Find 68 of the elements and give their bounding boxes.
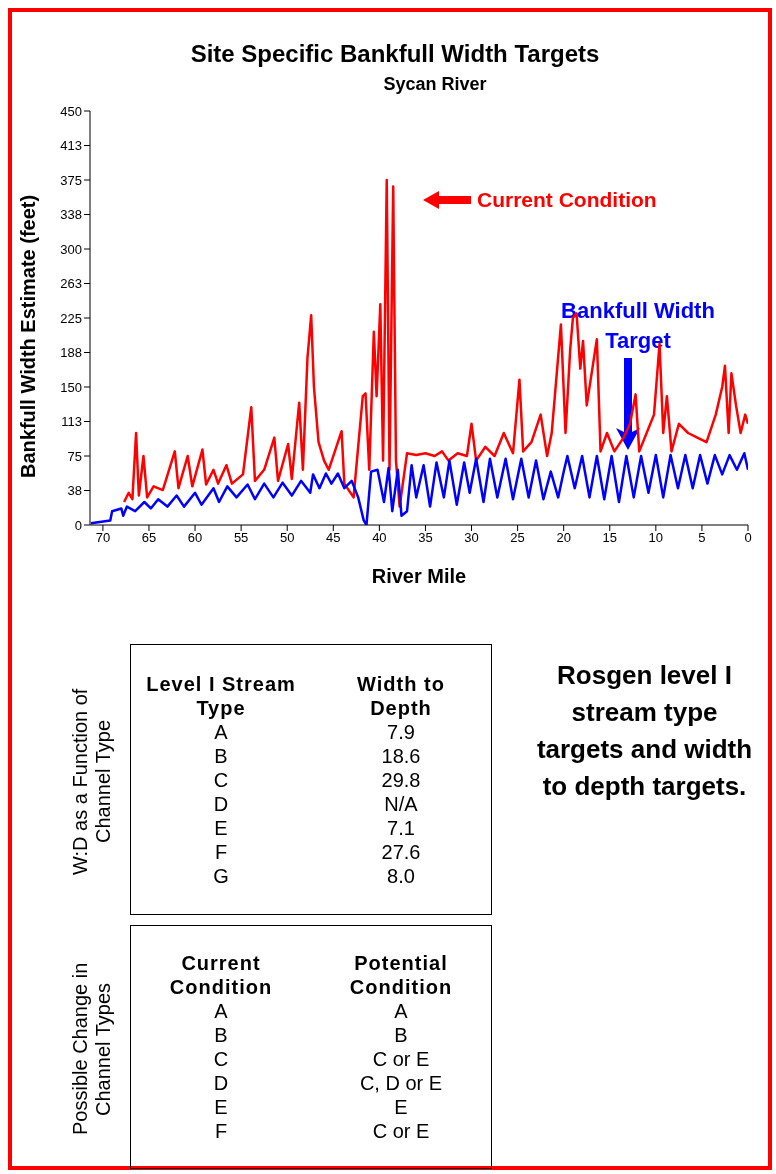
text: A [213,719,229,744]
text: G [212,863,230,888]
x-tick-label: 55 [233,530,249,546]
x-tick-label: 15 [602,530,617,546]
text: Possible Change in Channel Types [69,961,115,1138]
x-tick-label: 10 [648,530,664,546]
text: B [393,1023,409,1047]
text: E [213,1095,229,1119]
annotation: Current Condition [477,188,657,211]
x-tick-label: 20 [556,530,571,546]
text: D [212,791,230,816]
text: E [213,815,229,840]
chart-subtitle: Sycan River [382,74,488,95]
line-series [122,178,748,508]
text: C or E [371,1047,431,1071]
text: C [212,1047,230,1071]
text: C [212,767,230,792]
x-tick-label: 60 [187,530,203,546]
text: A [213,999,229,1023]
y-tick-label: 300 [60,241,82,257]
y-tick-label: 150 [60,379,82,395]
text: 7.9 [386,719,416,744]
x-tick-label: 0 [744,530,752,546]
x-tick-label: 35 [418,530,433,546]
y-tick-label: 0 [74,517,82,533]
text: Potential Condition [348,951,454,999]
y-tick-label: 413 [60,138,82,154]
x-tick-label: 70 [95,530,111,546]
y-tick-label: 338 [60,207,82,223]
x-axis-title: River Mile [371,565,467,587]
x-tick-label: 50 [279,530,295,546]
text: N/A [383,791,419,816]
text: E [393,1095,409,1119]
y-tick-label: 263 [60,276,82,292]
y-tick-label: 113 [61,414,82,430]
text: A [393,999,409,1023]
x-tick-label: 65 [141,530,157,546]
y-tick-label: 225 [60,310,82,326]
text: D [212,1071,230,1095]
y-tick-label: 375 [60,172,82,188]
text: Level I Stream Type [145,671,297,720]
text: W:D as a Function of Channel Type [69,687,115,877]
text: Current Condition [168,951,274,999]
text: C, D or E [358,1071,444,1095]
x-tick-label: 45 [326,530,341,546]
chart-title: Site Specific Bankfull Width Targets [189,40,601,68]
annotation: Bankfull Width Target [561,298,715,353]
text: F [213,839,229,864]
text: 27.6 [380,839,422,864]
text: 29.8 [380,767,422,792]
x-tick-label: 40 [372,530,387,546]
text: C or E [371,1119,431,1143]
text: Rosgen level I stream type targets and width to depth targets. [535,659,754,803]
y-tick-label: 188 [60,345,82,361]
y-tick-label: 450 [60,103,82,119]
text: 7.1 [386,815,416,840]
text: 8.0 [386,863,416,888]
text: 18.6 [380,743,422,768]
x-tick-label: 5 [698,530,706,546]
text: B [213,1023,229,1047]
text: Width to Depth [356,671,446,720]
text: B [213,743,229,768]
x-tick-label: 25 [510,530,525,546]
y-tick-label: 75 [67,448,82,464]
text: F [213,1119,229,1143]
x-tick-label: 30 [464,530,479,546]
y-tick-label: 38 [67,483,82,499]
y-axis-title: Bankfull Width Estimate (feet) [17,194,40,478]
